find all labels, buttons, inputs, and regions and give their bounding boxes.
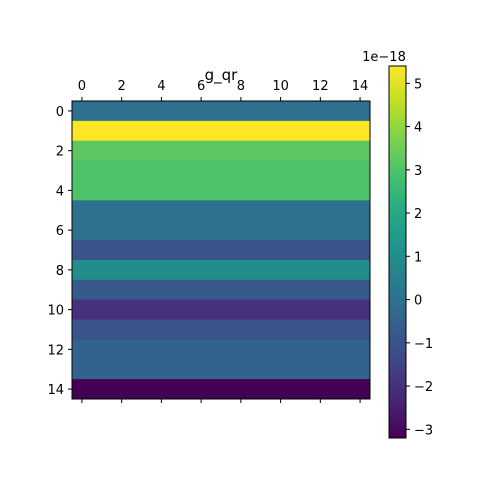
y-tick-label: 2 — [56, 145, 64, 160]
x-tick-label: 4 — [157, 79, 165, 94]
colorbar-tick-label: 5 — [414, 77, 422, 92]
x-tick-label: 12 — [312, 79, 329, 94]
colorbar-gradient — [388, 65, 407, 439]
x-axis-bottom — [81, 399, 361, 403]
y-tick-label: 0 — [56, 105, 64, 120]
y-tick-label: 4 — [56, 184, 64, 199]
heatmap-row-10 — [72, 299, 370, 320]
x-tick-label: 0 — [78, 79, 86, 94]
x-tick-label: 10 — [272, 79, 289, 94]
y-tick-label: 14 — [47, 383, 64, 398]
heatmap-row-0 — [72, 101, 370, 122]
heatmap-row-3 — [72, 160, 370, 181]
heatmap-row-7 — [72, 240, 370, 261]
y-axis: 0 2 4 6 8 10 12 14 — [47, 105, 72, 398]
colorbar: −3 −2 −1 0 1 2 3 4 5 — [388, 65, 433, 439]
heatmap-row-8 — [72, 259, 370, 281]
heatmap-row-9 — [72, 279, 370, 301]
chart-title: g_qr — [205, 66, 239, 85]
y-tick-label: 8 — [56, 264, 64, 279]
heatmap-row-13 — [72, 359, 370, 380]
heatmap-row-14 — [72, 379, 370, 400]
heatmap-row-12 — [72, 339, 370, 360]
colorbar-tick-label: 3 — [414, 164, 422, 179]
x-tick-label: 2 — [118, 79, 126, 94]
y-tick-label: 12 — [47, 343, 64, 358]
heatmap-row-2 — [72, 140, 370, 161]
colorbar-tick-label: 1 — [414, 250, 422, 265]
x-tick-label: 6 — [197, 79, 205, 94]
colorbar-tick-label: 4 — [414, 121, 422, 136]
heatmap-row-4 — [72, 180, 370, 201]
x-tick-label: 8 — [237, 79, 245, 94]
colorbar-tick-label: 2 — [414, 207, 422, 222]
y-tick-label: 6 — [56, 224, 64, 239]
colorbar-tick-label: 0 — [414, 294, 422, 309]
colorbar-tick-label: −2 — [414, 380, 433, 395]
x-axis-top: 0 2 4 6 8 10 12 14 — [78, 79, 369, 101]
heatmap-row-5 — [72, 200, 370, 221]
y-tick-label: 10 — [47, 304, 64, 319]
heatmap-row-11 — [72, 319, 370, 340]
plot-frame — [71, 100, 371, 400]
heatmap-row-6 — [72, 220, 370, 241]
colorbar-offset-label: 1e−18 — [362, 50, 406, 65]
heatmap-row-1 — [72, 120, 370, 142]
colorbar-tick-label: −3 — [414, 423, 433, 438]
x-tick-label: 14 — [352, 79, 369, 94]
heatmap-cells — [72, 101, 370, 400]
colorbar-tick-label: −1 — [414, 337, 433, 352]
